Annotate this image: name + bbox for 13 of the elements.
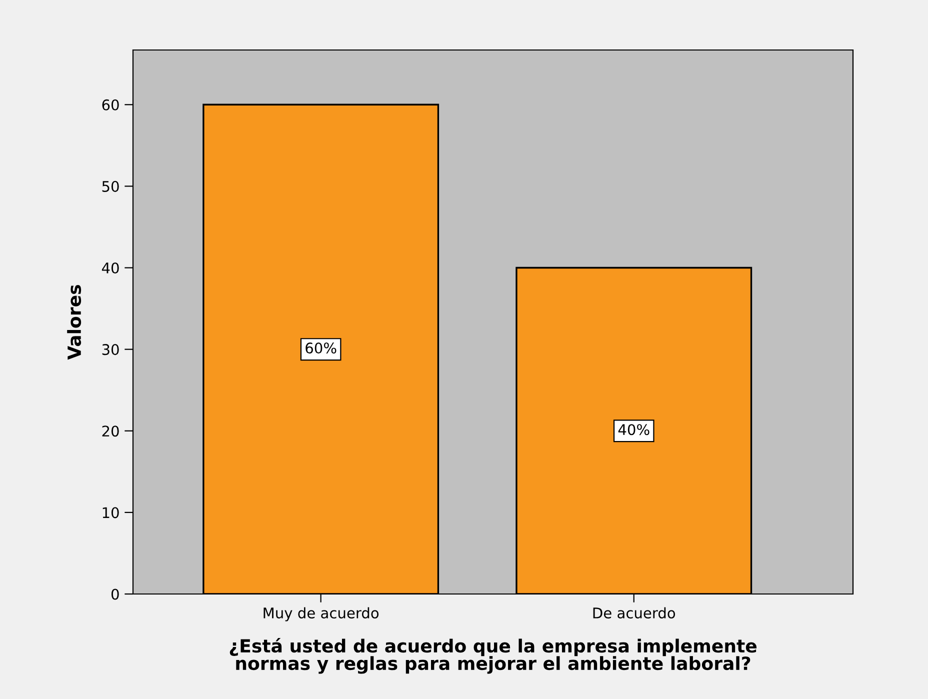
x-axis-title: ¿Está usted de acuerdo que la empresa implemente normas y reglas para mejorar el ambiente laboral? bbox=[230, 638, 757, 674]
y-tick-label: 40 bbox=[102, 262, 119, 274]
x-tick-label: De acuerdo bbox=[593, 607, 676, 618]
y-tick-label: 30 bbox=[102, 344, 119, 356]
y-tick-label: 0 bbox=[111, 588, 119, 600]
data-label: 60% bbox=[306, 342, 336, 354]
y-tick-label: 50 bbox=[102, 180, 119, 192]
x-tick-label: Muy de acuerdo bbox=[264, 607, 379, 622]
data-label: 40% bbox=[618, 424, 650, 436]
y-tick-label: 20 bbox=[102, 426, 119, 437]
y-tick-label: 10 bbox=[102, 507, 119, 518]
y-axis-title: Valores bbox=[67, 285, 82, 360]
y-tick-label: 60 bbox=[102, 99, 119, 110]
